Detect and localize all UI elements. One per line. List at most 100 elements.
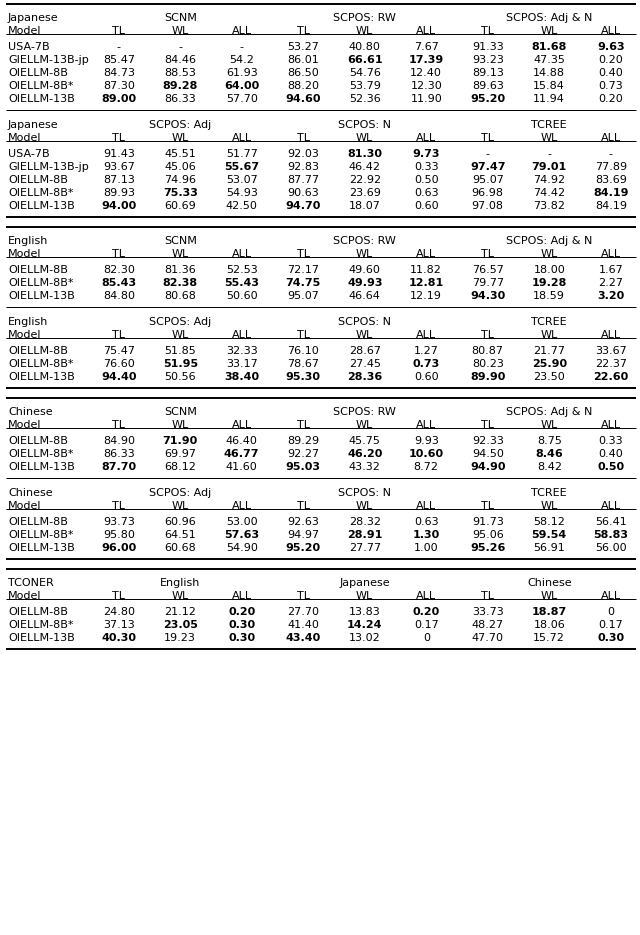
Text: SCPOS: Adj: SCPOS: Adj [149,120,211,130]
Text: ALL: ALL [416,330,436,340]
Text: 37.13: 37.13 [103,620,134,630]
Text: 53.79: 53.79 [349,81,381,91]
Text: 75.33: 75.33 [163,188,198,198]
Text: TL: TL [112,330,125,340]
Text: 48.27: 48.27 [472,620,504,630]
Text: 28.36: 28.36 [347,372,382,382]
Text: 1.00: 1.00 [414,543,438,553]
Text: 93.73: 93.73 [103,517,134,527]
Text: 80.87: 80.87 [472,346,504,356]
Text: 58.83: 58.83 [593,530,628,540]
Text: Model: Model [8,249,42,259]
Text: 23.05: 23.05 [163,620,198,630]
Text: WL: WL [541,26,558,36]
Text: 54.2: 54.2 [229,55,254,65]
Text: 43.32: 43.32 [349,462,381,472]
Text: SCNM: SCNM [164,236,196,246]
Text: OIELLM-13B: OIELLM-13B [8,633,75,643]
Text: 8.46: 8.46 [536,449,563,459]
Text: 55.67: 55.67 [224,162,259,172]
Text: TCREE: TCREE [531,120,567,130]
Text: Chinese: Chinese [8,488,52,498]
Text: 56.91: 56.91 [533,543,565,553]
Text: 28.91: 28.91 [347,530,383,540]
Text: 95.26: 95.26 [470,543,506,553]
Text: OIELLM-13B: OIELLM-13B [8,291,75,301]
Text: 12.30: 12.30 [410,81,442,91]
Text: ALL: ALL [416,133,436,143]
Text: 3.20: 3.20 [597,291,625,301]
Text: 79.01: 79.01 [532,162,567,172]
Text: 51.77: 51.77 [226,149,258,159]
Text: 86.01: 86.01 [287,55,319,65]
Text: 22.60: 22.60 [593,372,628,382]
Text: OIELLM-8B: OIELLM-8B [8,436,68,446]
Text: 0.60: 0.60 [414,372,438,382]
Text: 12.40: 12.40 [410,68,442,78]
Text: 85.47: 85.47 [103,55,135,65]
Text: 60.68: 60.68 [164,543,196,553]
Text: USA-7B: USA-7B [8,42,50,52]
Text: 94.60: 94.60 [285,94,321,104]
Text: TL: TL [297,420,310,430]
Text: 0: 0 [607,607,614,617]
Text: WL: WL [541,249,558,259]
Text: OIELLM-13B: OIELLM-13B [8,462,75,472]
Text: 0.60: 0.60 [414,201,438,211]
Text: 94.97: 94.97 [287,530,319,540]
Text: OIELLM-8B: OIELLM-8B [8,175,68,185]
Text: 91.33: 91.33 [472,42,504,52]
Text: 27.70: 27.70 [287,607,319,617]
Text: 81.68: 81.68 [532,42,567,52]
Text: WL: WL [541,330,558,340]
Text: 86.33: 86.33 [103,449,134,459]
Text: 90.63: 90.63 [287,188,319,198]
Text: TL: TL [297,591,310,601]
Text: 0.33: 0.33 [414,162,438,172]
Text: 56.41: 56.41 [595,517,627,527]
Text: SCPOS: Adj & N: SCPOS: Adj & N [506,13,593,23]
Text: OIELLM-8B: OIELLM-8B [8,68,68,78]
Text: ALL: ALL [232,330,252,340]
Text: 1.27: 1.27 [414,346,438,356]
Text: 82.30: 82.30 [103,265,134,275]
Text: 94.30: 94.30 [470,291,506,301]
Text: SCNM: SCNM [164,407,196,417]
Text: 0.63: 0.63 [414,188,438,198]
Text: SCPOS: Adj: SCPOS: Adj [149,317,211,327]
Text: 64.00: 64.00 [224,81,259,91]
Text: 76.10: 76.10 [287,346,319,356]
Text: 33.73: 33.73 [472,607,504,617]
Text: 0.40: 0.40 [598,449,623,459]
Text: 0.30: 0.30 [228,633,255,643]
Text: 95.20: 95.20 [470,94,506,104]
Text: SCPOS: N: SCPOS: N [339,120,391,130]
Text: 0.30: 0.30 [228,620,255,630]
Text: OIELLM-8B: OIELLM-8B [8,265,68,275]
Text: OIELLM-8B: OIELLM-8B [8,517,68,527]
Text: 0.63: 0.63 [414,517,438,527]
Text: 87.77: 87.77 [287,175,319,185]
Text: ALL: ALL [416,591,436,601]
Text: 93.67: 93.67 [103,162,134,172]
Text: 95.06: 95.06 [472,530,504,540]
Text: 91.73: 91.73 [472,517,504,527]
Text: TCONER: TCONER [8,578,54,588]
Text: 80.23: 80.23 [472,359,504,369]
Text: 0.50: 0.50 [597,462,624,472]
Text: 95.80: 95.80 [103,530,134,540]
Text: TL: TL [112,249,125,259]
Text: 83.69: 83.69 [595,175,627,185]
Text: OIELLM-13B: OIELLM-13B [8,201,75,211]
Text: 7.67: 7.67 [414,42,438,52]
Text: 11.94: 11.94 [533,94,565,104]
Text: 0.50: 0.50 [414,175,438,185]
Text: 53.00: 53.00 [226,517,257,527]
Text: 41.40: 41.40 [287,620,319,630]
Text: WL: WL [172,420,189,430]
Text: 53.07: 53.07 [226,175,258,185]
Text: TL: TL [297,501,310,511]
Text: 23.69: 23.69 [349,188,381,198]
Text: Model: Model [8,420,42,430]
Text: 13.02: 13.02 [349,633,381,643]
